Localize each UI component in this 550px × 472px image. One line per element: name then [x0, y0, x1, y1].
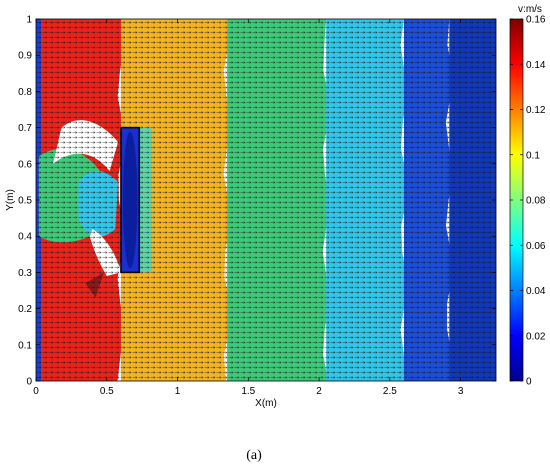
colorbar-tick-label: 0.02	[526, 331, 546, 342]
y-tick-label: 0.5	[18, 196, 32, 207]
y-tick-label: 0.3	[18, 268, 32, 279]
y-tick-label: 1	[26, 15, 32, 26]
y-axis: 0 0.1 0.2 0.3 0.4 0.5 0.6 0.7 0.8 0.9 1	[18, 15, 496, 388]
x-tick-label: 1.5	[241, 386, 255, 397]
colorbar-tick-label: 0.1	[526, 150, 540, 161]
plot-area	[36, 19, 496, 381]
colorbar: v:m/s 0 0.02 0.04 0.06 0.08 0.1 0.12 0.14 0.16	[509, 4, 546, 388]
y-axis-label: Y(m)	[5, 189, 16, 211]
y-tick-label: 0.6	[18, 159, 32, 170]
y-tick-label: 0.2	[18, 304, 32, 315]
x-tick-label: 1	[175, 386, 181, 397]
figure-caption: (a)	[246, 448, 262, 463]
obstacle	[120, 126, 141, 274]
y-tick-label: 0.1	[18, 340, 32, 351]
obstacle-core	[122, 131, 138, 269]
colorbar-tick-label: 0.08	[526, 196, 546, 207]
x-tick-label: 3	[458, 386, 464, 397]
colorbar-tick-label: 0.16	[526, 15, 546, 26]
x-tick-label: 0.5	[100, 386, 114, 397]
colorbar-ticks: 0 0.02 0.04 0.06 0.08 0.1 0.12 0.14 0.16	[510, 15, 546, 388]
colorbar-tick-label: 0.12	[526, 105, 546, 116]
x-axis: 0 0.5 1 1.5 2 2.5 3	[33, 19, 464, 397]
colorbar-tick-label: 0.04	[526, 286, 546, 297]
x-tick-label: 2.5	[383, 386, 397, 397]
y-tick-label: 0.4	[18, 232, 32, 243]
x-axis-label: X(m)	[255, 398, 277, 409]
colorbar-tick-label: 0.14	[526, 60, 546, 71]
x-tick-label: 2	[316, 386, 322, 397]
y-tick-label: 0.7	[18, 123, 32, 134]
y-tick-label: 0	[26, 377, 32, 388]
x-tick-label: 0	[33, 386, 39, 397]
y-tick-label: 0.9	[18, 51, 32, 62]
colorbar-tick-label: 0.06	[526, 241, 546, 252]
colorbar-tick-label: 0	[526, 377, 532, 388]
colorbar-title: v:m/s	[518, 4, 542, 15]
velocity-vectors	[36, 19, 496, 381]
y-tick-label: 0.8	[18, 87, 32, 98]
